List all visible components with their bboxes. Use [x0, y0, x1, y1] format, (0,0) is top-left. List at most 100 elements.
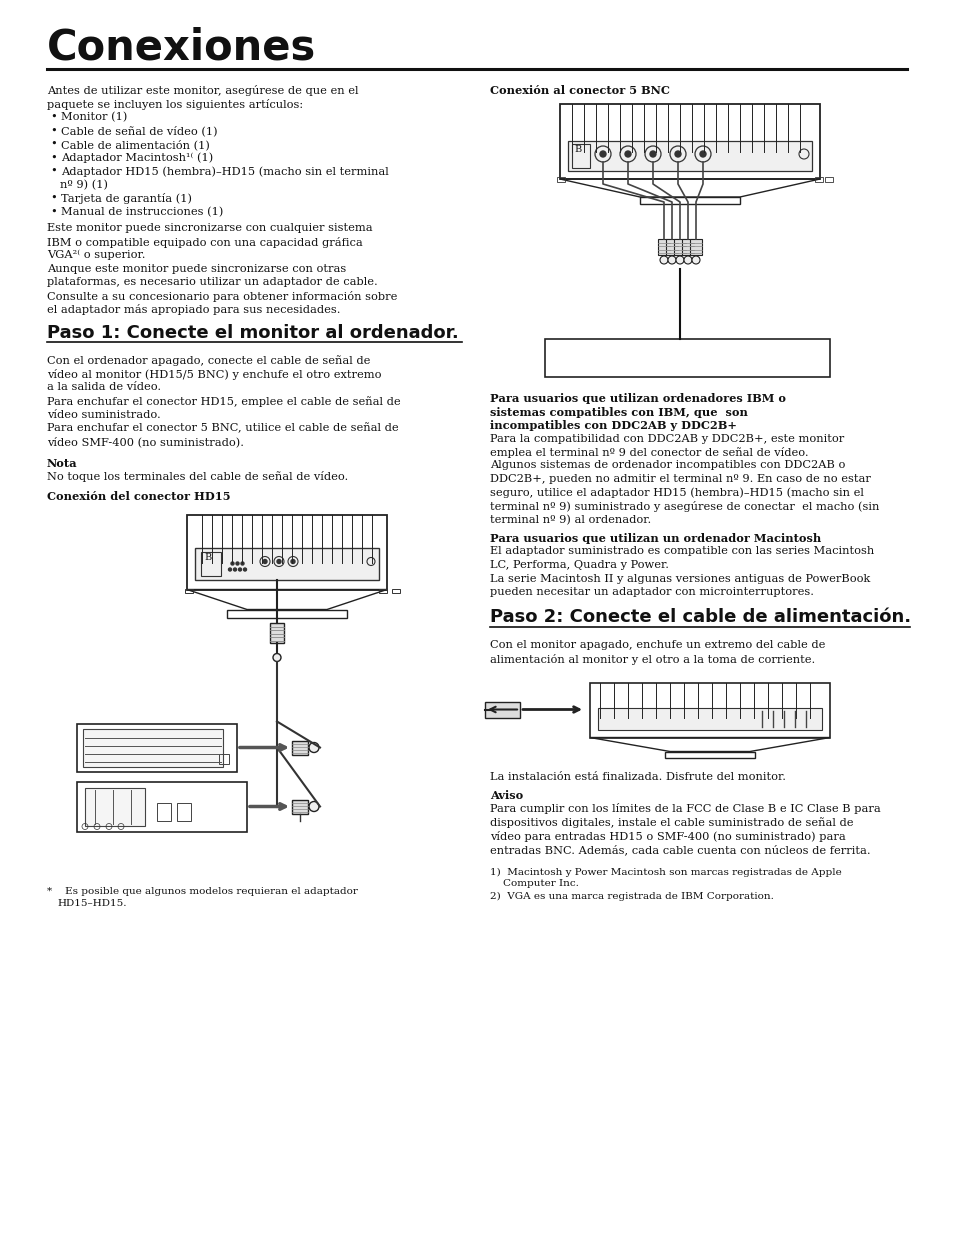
Text: Para la compatibilidad con DDC2AB y DDC2B+, este monitor: Para la compatibilidad con DDC2AB y DDC2… — [490, 433, 843, 443]
Text: 2)  VGA es una marca registrada de IBM Corporation.: 2) VGA es una marca registrada de IBM Co… — [490, 892, 773, 900]
Bar — [484, 701, 519, 718]
Text: Con el monitor apagado, enchufe un extremo del cable de: Con el monitor apagado, enchufe un extre… — [490, 641, 824, 651]
Text: •: • — [50, 193, 56, 203]
Text: terminal nº 9) al ordenador.: terminal nº 9) al ordenador. — [490, 515, 651, 525]
Circle shape — [700, 151, 705, 157]
Text: •: • — [50, 165, 56, 177]
Bar — [157, 803, 171, 820]
Circle shape — [676, 256, 683, 264]
Text: Monitor (1): Monitor (1) — [61, 112, 128, 122]
Circle shape — [276, 559, 281, 563]
Circle shape — [233, 568, 236, 571]
Text: LC, Performa, Quadra y Power.: LC, Performa, Quadra y Power. — [490, 559, 668, 571]
Text: El adaptador suministrado es compatible con las series Macintosh: El adaptador suministrado es compatible … — [490, 547, 873, 557]
Text: •: • — [50, 126, 56, 136]
Bar — [689, 240, 701, 254]
Circle shape — [667, 256, 676, 264]
Text: nº 9) (1): nº 9) (1) — [60, 179, 108, 190]
Circle shape — [263, 559, 267, 563]
Text: Conexión al conector 5 BNC: Conexión al conector 5 BNC — [490, 85, 669, 96]
Bar — [567, 141, 811, 170]
Text: Para enchufar el conector 5 BNC, utilice el cable de señal de: Para enchufar el conector 5 BNC, utilice… — [47, 424, 398, 433]
Bar — [673, 240, 685, 254]
Text: Para cumplir con los límites de la FCC de Clase B e IC Clase B para: Para cumplir con los límites de la FCC d… — [490, 804, 880, 815]
Bar — [557, 177, 564, 182]
Text: emplea el terminal nº 9 del conector de señal de vídeo.: emplea el terminal nº 9 del conector de … — [490, 447, 808, 458]
Circle shape — [291, 559, 294, 563]
Circle shape — [273, 653, 281, 662]
Text: Antes de utilizar este monitor, asegúrese de que en el: Antes de utilizar este monitor, asegúres… — [47, 85, 358, 96]
Text: Cable de alimentación (1): Cable de alimentación (1) — [61, 140, 210, 149]
Text: Conexión del conector HD15: Conexión del conector HD15 — [47, 492, 231, 501]
Text: •: • — [50, 112, 56, 122]
Text: Para enchufar el conector HD15, emplee el cable de señal de: Para enchufar el conector HD15, emplee e… — [47, 396, 400, 406]
Text: Con el ordenador apagado, conecte el cable de señal de: Con el ordenador apagado, conecte el cab… — [47, 356, 370, 367]
Circle shape — [241, 562, 244, 564]
Bar — [544, 338, 829, 377]
Text: Aunque este monitor puede sincronizarse con otras: Aunque este monitor puede sincronizarse … — [47, 263, 346, 273]
Text: Para usuarios que utilizan un ordenador Macintosh: Para usuarios que utilizan un ordenador … — [490, 534, 821, 543]
Text: Cable de señal de vídeo (1): Cable de señal de vídeo (1) — [61, 126, 217, 136]
Bar — [572, 144, 589, 168]
Text: dispositivos digitales, instale el cable suministrado de señal de: dispositivos digitales, instale el cable… — [490, 818, 853, 827]
Text: Adaptador Macintosh¹⁽ (1): Adaptador Macintosh¹⁽ (1) — [61, 152, 213, 163]
Bar — [292, 741, 308, 755]
Text: Paso 2: Conecte el cable de alimentación.: Paso 2: Conecte el cable de alimentación… — [490, 609, 910, 626]
Text: vídeo SMF-400 (no suministrado).: vídeo SMF-400 (no suministrado). — [47, 436, 244, 447]
Text: Computer Inc.: Computer Inc. — [490, 879, 578, 888]
Text: •: • — [50, 206, 56, 216]
Circle shape — [649, 151, 656, 157]
Text: *    Es posible que algunos modelos requieran el adaptador: * Es posible que algunos modelos requier… — [47, 887, 357, 895]
Text: HD15–HD15.: HD15–HD15. — [57, 899, 127, 908]
Text: Paso 1: Conecte el monitor al ordenador.: Paso 1: Conecte el monitor al ordenador. — [47, 324, 458, 342]
Text: vídeo al monitor (HD15/5 BNC) y enchufe el otro extremo: vídeo al monitor (HD15/5 BNC) y enchufe … — [47, 369, 381, 380]
Text: B: B — [574, 144, 580, 154]
Bar — [824, 177, 832, 182]
Text: Aviso: Aviso — [490, 790, 522, 802]
Bar — [681, 240, 693, 254]
Bar — [177, 803, 191, 820]
Circle shape — [238, 568, 241, 571]
Text: Nota: Nota — [47, 458, 77, 469]
Circle shape — [235, 562, 239, 564]
Circle shape — [624, 151, 630, 157]
Text: vídeo para entradas HD15 o SMF-400 (no suministrado) para: vídeo para entradas HD15 o SMF-400 (no s… — [490, 830, 845, 841]
Bar — [77, 782, 247, 831]
Circle shape — [309, 802, 318, 811]
Text: Manual de instrucciones (1): Manual de instrucciones (1) — [61, 206, 223, 217]
Bar — [185, 589, 193, 593]
Text: •: • — [50, 140, 56, 149]
Text: B: B — [204, 553, 211, 562]
Text: Conexiones: Conexiones — [47, 27, 315, 69]
Text: Tarjeta de garantía (1): Tarjeta de garantía (1) — [61, 193, 192, 204]
Circle shape — [309, 742, 318, 752]
Text: VGA²⁽ o superior.: VGA²⁽ o superior. — [47, 249, 146, 261]
Text: Algunos sistemas de ordenador incompatibles con DDC2AB o: Algunos sistemas de ordenador incompatib… — [490, 461, 844, 471]
Bar — [270, 622, 284, 642]
Bar — [378, 589, 387, 593]
Text: IBM o compatible equipado con una capacidad gráfica: IBM o compatible equipado con una capaci… — [47, 236, 362, 247]
Bar — [589, 683, 829, 737]
Bar — [559, 104, 820, 179]
Text: paquete se incluyen los siguientes artículos:: paquete se incluyen los siguientes artíc… — [47, 99, 303, 110]
Text: Adaptador HD15 (hembra)–HD15 (macho sin el terminal: Adaptador HD15 (hembra)–HD15 (macho sin … — [61, 165, 388, 177]
Bar — [665, 240, 678, 254]
Text: •: • — [50, 152, 56, 163]
Text: alimentación al monitor y el otro a la toma de corriente.: alimentación al monitor y el otro a la t… — [490, 655, 815, 664]
Circle shape — [659, 256, 667, 264]
Bar — [187, 515, 387, 589]
Text: entradas BNC. Además, cada cable cuenta con núcleos de ferrita.: entradas BNC. Además, cada cable cuenta … — [490, 844, 870, 855]
Text: La serie Macintosh II y algunas versiones antiguas de PowerBook: La serie Macintosh II y algunas versione… — [490, 573, 869, 583]
Text: Para usuarios que utilizan ordenadores IBM o: Para usuarios que utilizan ordenadores I… — [490, 393, 785, 404]
Text: terminal nº 9) suministrado y asegúrese de conectar  el macho (sin: terminal nº 9) suministrado y asegúrese … — [490, 501, 879, 513]
Circle shape — [599, 151, 605, 157]
Bar — [194, 547, 378, 579]
Text: Consulte a su concesionario para obtener información sobre: Consulte a su concesionario para obtener… — [47, 290, 397, 301]
Text: seguro, utilice el adaptador HD15 (hembra)–HD15 (macho sin el: seguro, utilice el adaptador HD15 (hembr… — [490, 488, 863, 498]
Bar — [292, 799, 308, 814]
Text: pueden necesitar un adaptador con microinterruptores.: pueden necesitar un adaptador con microi… — [490, 587, 813, 597]
Circle shape — [243, 568, 246, 571]
Text: el adaptador más apropiado para sus necesidades.: el adaptador más apropiado para sus nece… — [47, 304, 340, 315]
Bar — [201, 552, 221, 576]
Text: Este monitor puede sincronizarse con cualquier sistema: Este monitor puede sincronizarse con cua… — [47, 224, 373, 233]
